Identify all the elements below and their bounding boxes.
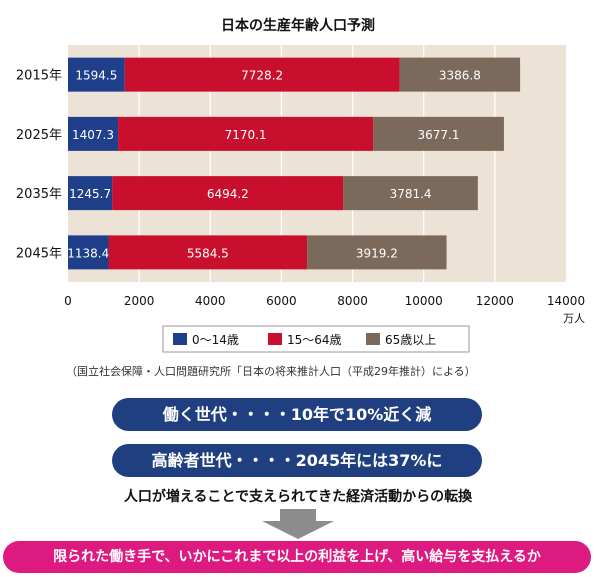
bar-value-label: 3386.8 <box>439 69 481 83</box>
bar-segment <box>118 116 374 151</box>
bar-segment <box>112 176 344 211</box>
legend-label: 15〜64歳 <box>287 333 342 347</box>
down-arrow-icon <box>262 509 334 539</box>
bar-segment <box>124 57 400 92</box>
bar-value-label: 1407.3 <box>72 128 114 142</box>
x-tick-label: 12000 <box>476 294 514 308</box>
x-axis-unit-label: 万人 <box>563 312 585 325</box>
bar-segment <box>307 235 447 270</box>
bar-value-label: 1245.7 <box>69 187 111 201</box>
bar-value-label: 7728.2 <box>241 69 283 83</box>
x-tick-label: 4000 <box>195 294 226 308</box>
bar-segment <box>373 116 504 151</box>
bar-value-label: 3919.2 <box>356 246 398 260</box>
point-working-generation: 働く世代・・・・10年で10%近く減 <box>112 398 482 431</box>
bar-segment <box>68 176 113 211</box>
bar-segment <box>108 235 308 270</box>
x-axis-labels: 0 2000 4000 6000 8000 10000 12000 14000 <box>64 294 585 308</box>
transition-subtitle: 人口が増えることで支えられてきた経済活動からの転換 <box>123 489 473 505</box>
bar-segment <box>343 176 478 211</box>
source-note: （国立社会保障・人口問題研究所「日本の将来推計人口（平成29年推計）による） <box>66 365 476 378</box>
bar-segment <box>68 235 109 270</box>
conclusion-banner: 限られた働き手で、いかにこれまで以上の利益を上げ、高い給与を支払えるか <box>3 541 591 573</box>
bars: 1594.5 7728.2 3386.8 1407.3 7170.1 3677.1 1245… <box>67 57 521 270</box>
x-tick-label: 14000 <box>547 294 585 308</box>
legend: 0〜14歳 15〜64歳 65歳以上 <box>162 325 470 353</box>
stacked-bar-chart: 日本の生産年齢人口予測 1594.5 7728.2 3386.8 1407.3 7170… <box>16 17 585 353</box>
bar-value-label: 3677.1 <box>418 128 460 142</box>
bar-segment <box>399 57 521 92</box>
bar-value-label: 3781.4 <box>390 187 432 201</box>
legend-swatch <box>268 333 282 345</box>
bar-value-label: 1594.5 <box>75 69 117 83</box>
bar-value-label: 7170.1 <box>225 128 267 142</box>
y-tick-label: 2015年 <box>16 69 62 84</box>
bar-value-label: 6494.2 <box>207 187 249 201</box>
legend-label: 0〜14歳 <box>192 333 239 347</box>
chart-title: 日本の生産年齢人口予測 <box>221 17 375 34</box>
legend-swatch <box>173 333 187 345</box>
x-tick-label: 10000 <box>405 294 443 308</box>
y-tick-label: 2045年 <box>16 246 62 261</box>
legend-swatch <box>366 333 380 345</box>
bar-segment <box>68 116 119 151</box>
legend-box <box>162 325 470 353</box>
y-axis-labels: 2015年 2025年 2035年 2045年 <box>16 69 62 262</box>
x-tick-label: 8000 <box>337 294 368 308</box>
x-tick-label: 0 <box>64 294 72 308</box>
bar-segment <box>68 57 125 92</box>
bar-value-label: 1138.4 <box>67 246 109 260</box>
legend-label: 65歳以上 <box>385 333 436 347</box>
x-tick-label: 6000 <box>266 294 297 308</box>
y-tick-label: 2025年 <box>16 128 62 143</box>
y-tick-label: 2035年 <box>16 187 62 202</box>
point-elderly-generation: 高齢者世代・・・・2045年には37%に <box>112 444 482 477</box>
x-tick-label: 2000 <box>124 294 155 308</box>
bar-value-label: 5584.5 <box>187 246 229 260</box>
